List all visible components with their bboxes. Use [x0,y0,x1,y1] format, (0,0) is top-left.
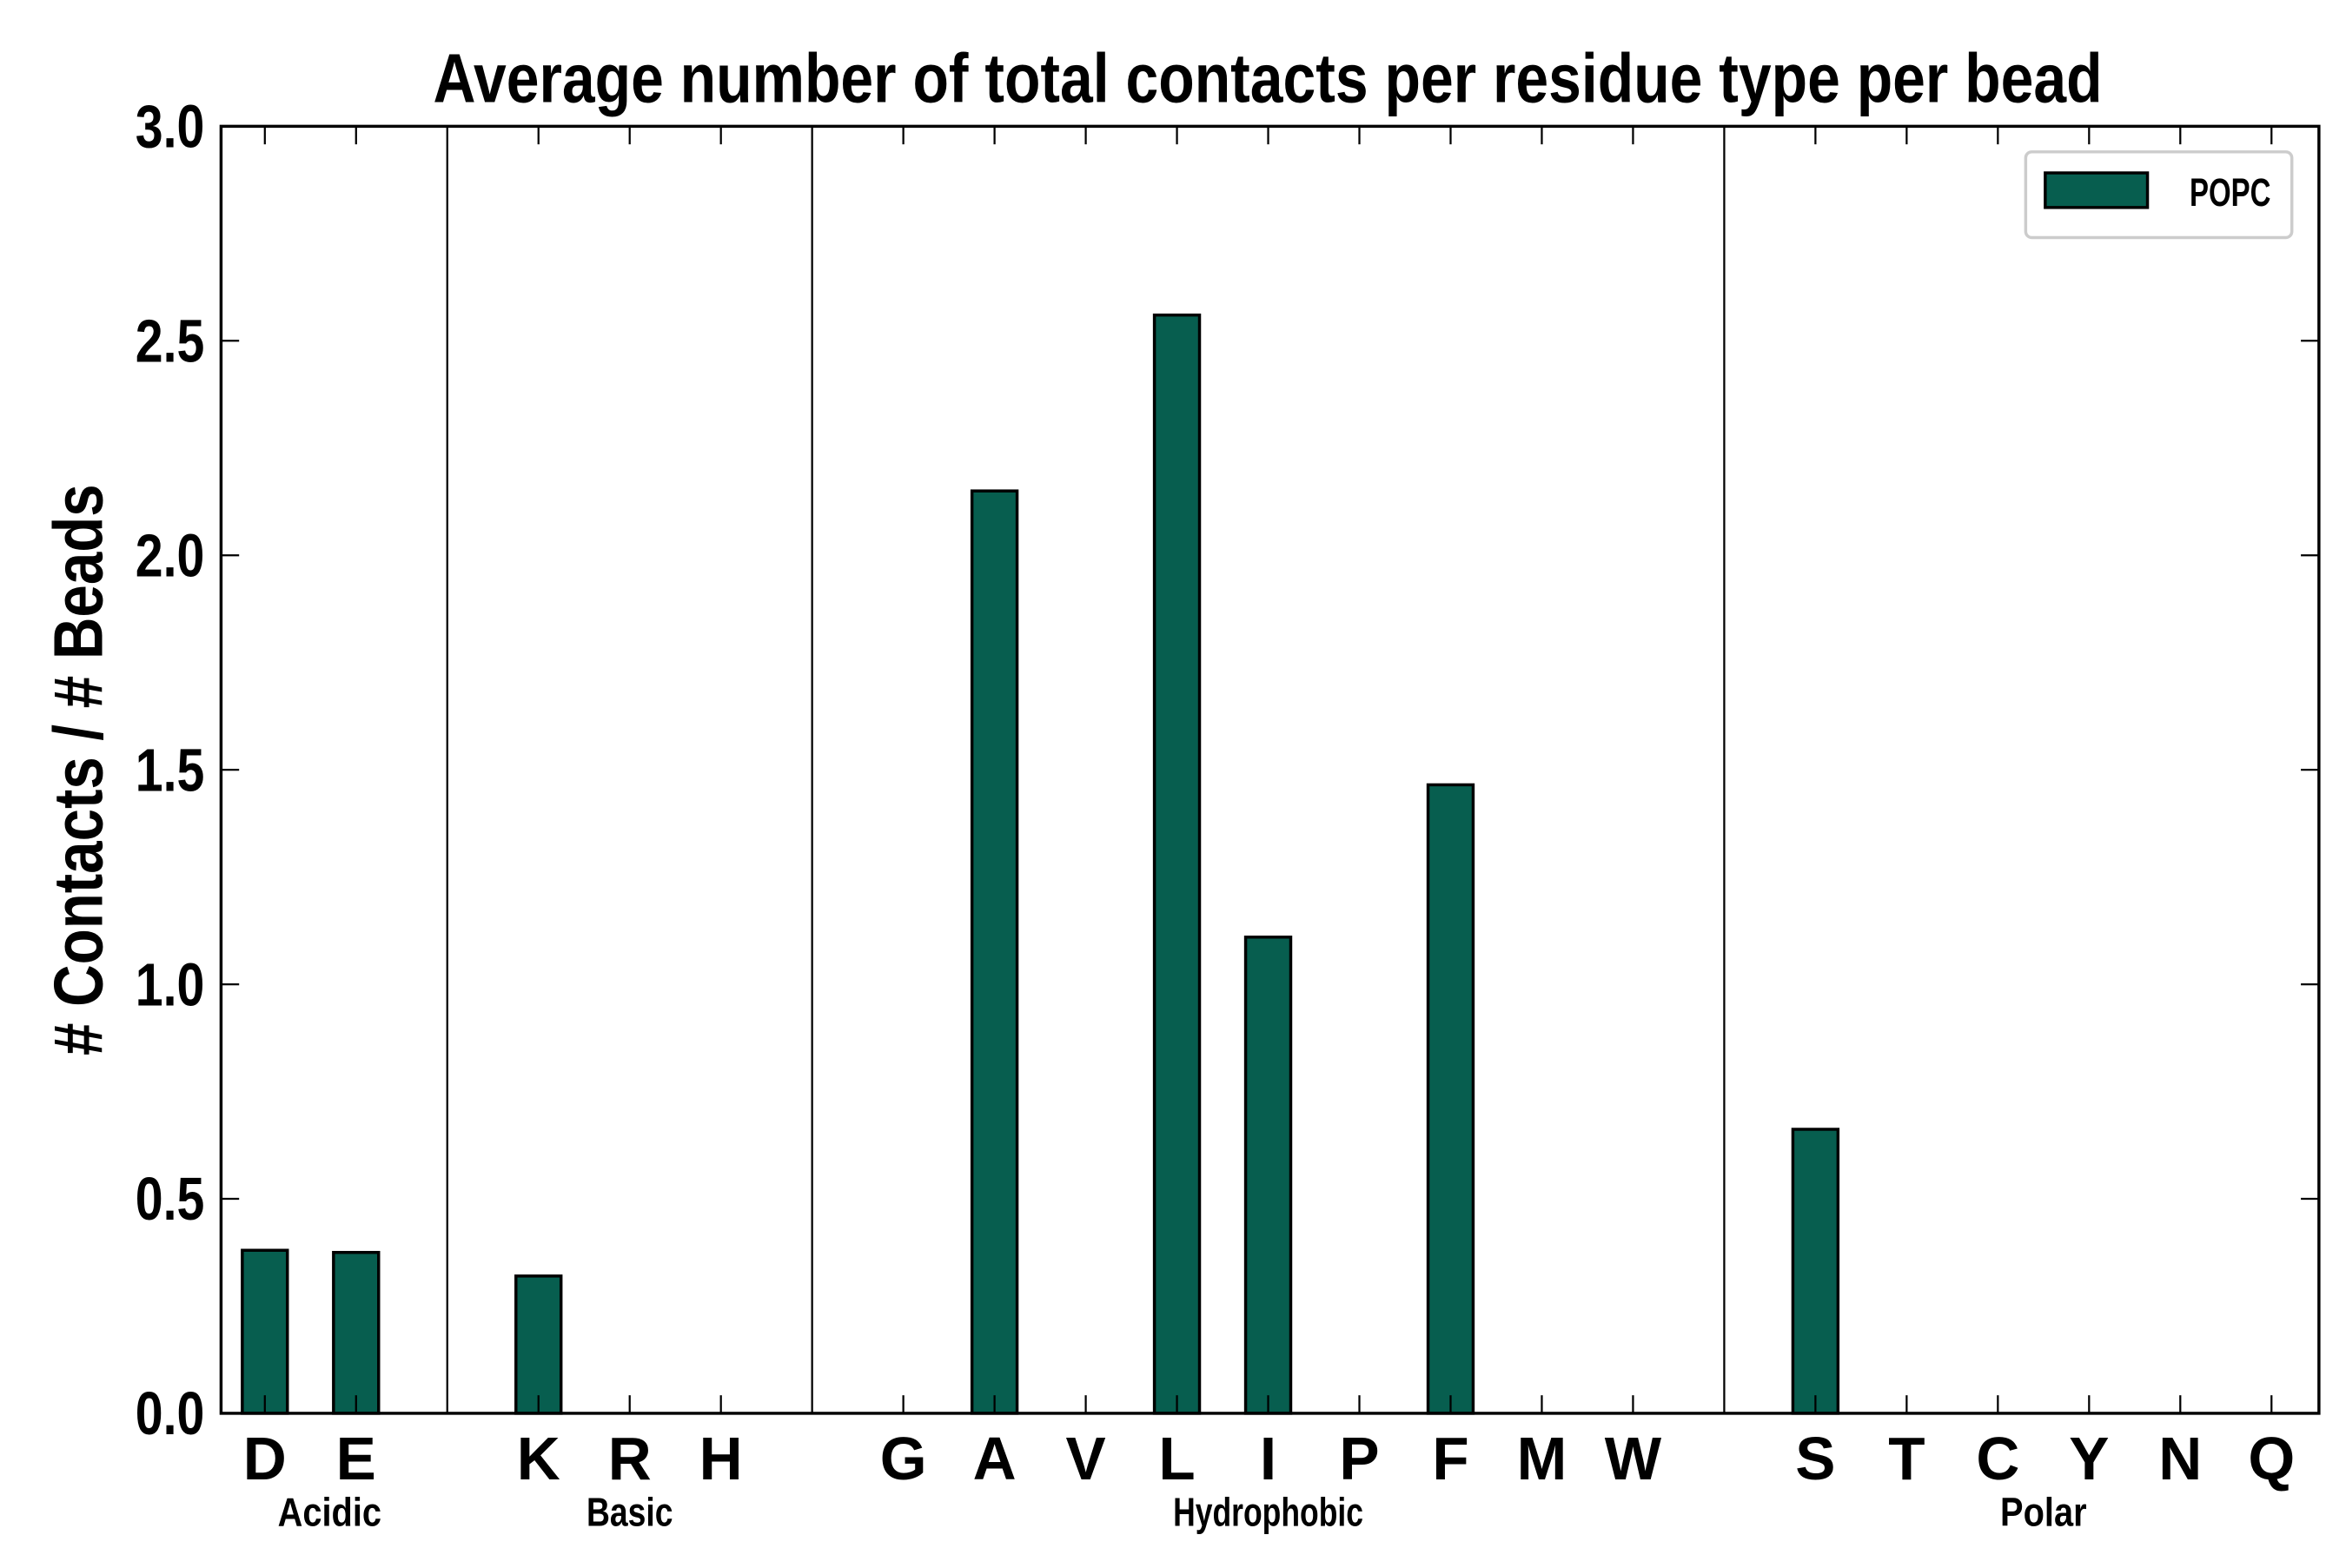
bar-A [970,489,1019,1415]
bar-E [332,1251,381,1415]
x-tick-label-V: V [1065,1425,1105,1492]
x-tick-label-K: K [517,1425,560,1492]
y-tick-label: 2.5 [136,308,205,375]
x-tick-label-P: P [1339,1425,1379,1492]
y-tick-label: 1.5 [136,736,205,804]
x-tick-label-R: R [608,1425,652,1492]
x-tick-label-F: F [1432,1425,1468,1492]
legend-label: POPC [2190,170,2270,215]
x-tick-label-D: D [243,1425,287,1492]
legend-swatch [2044,171,2150,209]
bar-S [1791,1128,1840,1415]
bar-L [1152,313,1202,1415]
plot-frame [219,124,2321,1415]
x-tick-label-W: W [1605,1425,1662,1492]
group-label-hydrophobic: Hydrophobic [1173,1490,1363,1535]
legend: POPC [2024,150,2294,240]
y-tick-label: 0.0 [136,1379,205,1447]
x-tick-label-H: H [699,1425,743,1492]
x-tick-label-N: N [2158,1425,2202,1492]
y-tick-label: 0.5 [136,1165,205,1233]
x-tick-label-L: L [1158,1425,1195,1492]
bar-I [1243,936,1293,1415]
bar-K [514,1274,563,1415]
x-tick-label-Y: Y [2069,1425,2109,1492]
x-tick-label-G: G [880,1425,927,1492]
bar-F [1426,783,1475,1415]
y-axis-label: # Contacts / # Beads [40,484,117,1055]
bar-D [241,1248,289,1415]
group-label-basic: Basic [586,1490,673,1535]
group-label-acidic: Acidic [278,1490,381,1535]
plot-area: D E K R H G A V L I P F M W S T C Y N Q Acidic Basic Hydrophob… [136,93,2321,1535]
x-tick-label-M: M [1517,1425,1567,1492]
x-tick-label-I: I [1260,1425,1276,1492]
y-tick-label: 3.0 [136,93,205,161]
x-tick-label-S: S [1795,1425,1835,1492]
x-tick-label-Q: Q [2248,1425,2295,1492]
y-tick-label: 1.0 [136,950,205,1018]
group-label-polar: Polar [2000,1490,2087,1535]
x-tick-label-E: E [336,1425,376,1492]
x-tick-label-T: T [1888,1425,1925,1492]
x-tick-label-C: C [1976,1425,2019,1492]
x-tick-label-A: A [973,1425,1017,1492]
y-tick-label: 2.0 [136,521,205,589]
chart-title: Average number of total contacts per res… [433,40,2102,117]
